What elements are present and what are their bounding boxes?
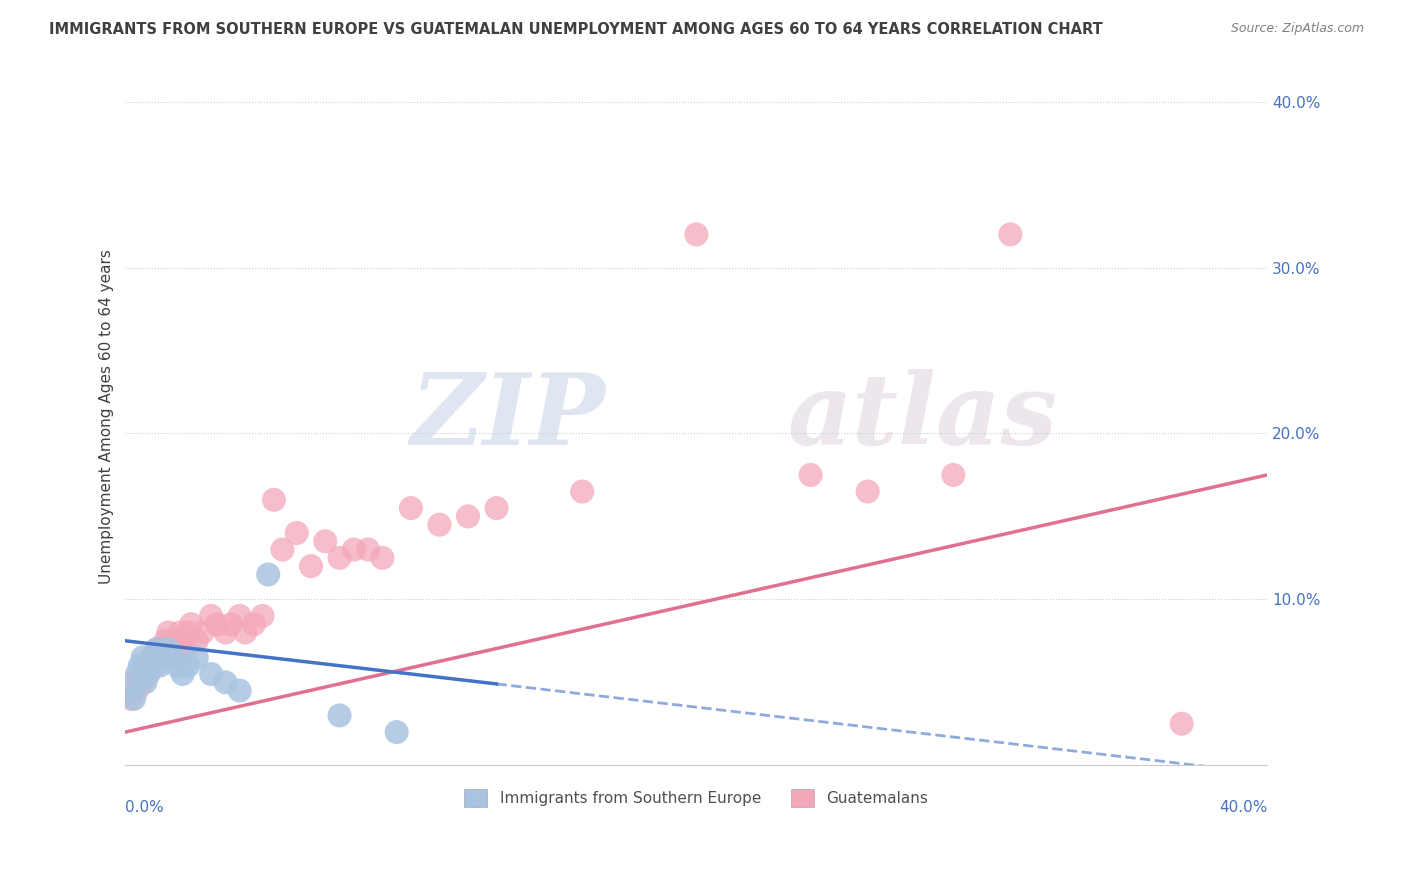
Legend: Immigrants from Southern Europe, Guatemalans: Immigrants from Southern Europe, Guatema… <box>458 782 935 814</box>
Point <box>143 650 166 665</box>
Point <box>172 633 194 648</box>
Point <box>180 617 202 632</box>
Point <box>942 467 965 482</box>
Point <box>169 625 191 640</box>
Point <box>122 691 145 706</box>
Point <box>200 667 222 681</box>
Y-axis label: Unemployment Among Ages 60 to 64 years: Unemployment Among Ages 60 to 64 years <box>100 250 114 584</box>
Point <box>200 608 222 623</box>
Point <box>228 608 250 623</box>
Point <box>128 667 150 681</box>
Point <box>399 501 422 516</box>
Point <box>163 633 186 648</box>
Point <box>128 658 150 673</box>
Point <box>149 650 172 665</box>
Point <box>343 542 366 557</box>
Point <box>157 625 180 640</box>
Point <box>205 617 228 632</box>
Point <box>125 683 148 698</box>
Point <box>314 534 336 549</box>
Point <box>285 526 308 541</box>
Point <box>371 550 394 565</box>
Point <box>1170 716 1192 731</box>
Text: Source: ZipAtlas.com: Source: ZipAtlas.com <box>1230 22 1364 36</box>
Point <box>235 625 257 640</box>
Point <box>125 667 148 681</box>
Point <box>160 642 183 657</box>
Point <box>131 675 153 690</box>
Point <box>214 625 236 640</box>
Point <box>146 642 169 657</box>
Point <box>385 725 408 739</box>
Point <box>685 227 707 242</box>
Point <box>191 625 214 640</box>
Point <box>329 550 352 565</box>
Point <box>177 625 200 640</box>
Point <box>177 658 200 673</box>
Point <box>131 650 153 665</box>
Point <box>166 650 188 665</box>
Point <box>263 492 285 507</box>
Point <box>271 542 294 557</box>
Point <box>141 650 163 665</box>
Point <box>120 683 142 698</box>
Point <box>228 683 250 698</box>
Point <box>219 617 242 632</box>
Point <box>186 650 208 665</box>
Point <box>429 517 451 532</box>
Point <box>120 691 142 706</box>
Point <box>136 667 159 681</box>
Point <box>152 650 174 665</box>
Text: atlas: atlas <box>787 368 1057 465</box>
Point <box>122 675 145 690</box>
Point <box>357 542 380 557</box>
Text: 0.0%: 0.0% <box>125 800 165 815</box>
Text: ZIP: ZIP <box>411 368 605 465</box>
Point <box>141 658 163 673</box>
Point <box>485 501 508 516</box>
Point <box>146 642 169 657</box>
Point <box>329 708 352 723</box>
Point <box>172 667 194 681</box>
Point <box>134 658 156 673</box>
Point <box>800 467 823 482</box>
Point <box>214 675 236 690</box>
Point <box>299 559 322 574</box>
Point <box>149 658 172 673</box>
Point <box>252 608 274 623</box>
Point <box>143 658 166 673</box>
Text: 40.0%: 40.0% <box>1219 800 1267 815</box>
Point <box>174 642 197 657</box>
Point <box>155 633 177 648</box>
Point <box>136 667 159 681</box>
Point <box>163 650 186 665</box>
Point <box>152 642 174 657</box>
Point <box>1000 227 1022 242</box>
Point <box>243 617 266 632</box>
Text: IMMIGRANTS FROM SOUTHERN EUROPE VS GUATEMALAN UNEMPLOYMENT AMONG AGES 60 TO 64 Y: IMMIGRANTS FROM SOUTHERN EUROPE VS GUATE… <box>49 22 1102 37</box>
Point <box>457 509 479 524</box>
Point <box>157 642 180 657</box>
Point <box>186 633 208 648</box>
Point <box>134 675 156 690</box>
Point <box>571 484 593 499</box>
Point <box>856 484 879 499</box>
Point <box>166 658 188 673</box>
Point <box>257 567 280 582</box>
